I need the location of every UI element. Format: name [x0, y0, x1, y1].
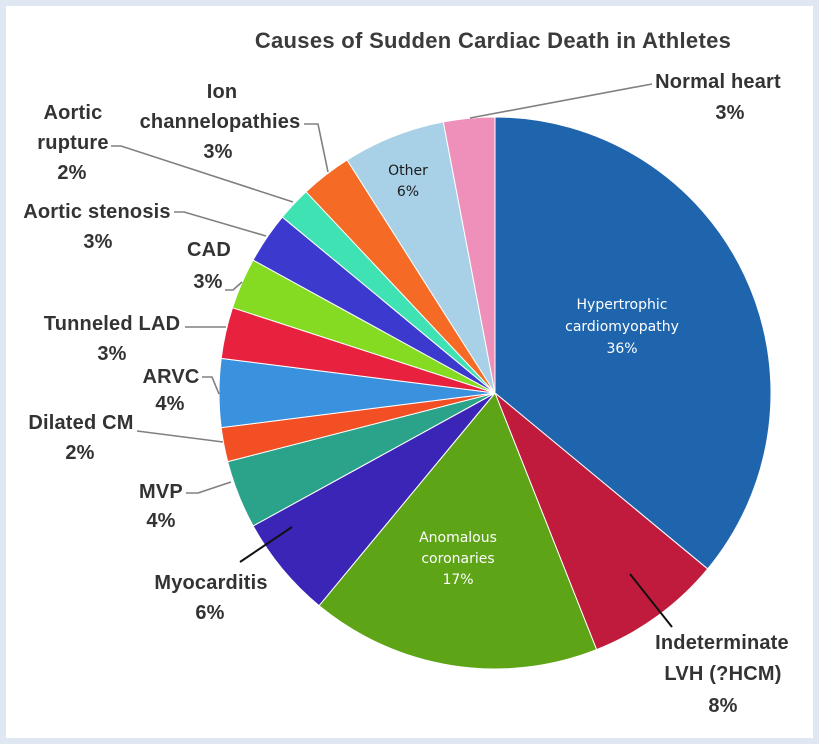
- label-tunneled-lad-pct: 3%: [97, 343, 126, 365]
- label-indeterminate-lvh-line2: LVH (?HCM): [664, 663, 781, 685]
- label-myocarditis-pct: 6%: [195, 602, 224, 624]
- slice-hypertrophic-cardiomyopathy: [494, 116, 772, 570]
- leader-dilated-cm: [136, 430, 224, 443]
- label-normal-heart: Normal heart: [655, 71, 781, 93]
- label-dilated-cm-pct: 2%: [65, 442, 94, 464]
- leader-normal-heart: [469, 83, 653, 119]
- leader-cad: [225, 281, 243, 291]
- leader-ion-channelopathies: [304, 123, 329, 173]
- slice-indeterminate-lvh-hcm: [494, 392, 709, 651]
- label-aortic-stenosis-pct: 3%: [83, 231, 112, 253]
- label-ion-channelopathies-line2: channelopathies: [140, 111, 301, 133]
- leader-mvp: [186, 481, 232, 494]
- leader-myocarditis: [239, 526, 293, 563]
- leader-aortic-stenosis: [174, 211, 267, 237]
- label-ion-channelopathies-pct: 3%: [203, 141, 232, 163]
- label-anomalous-coronaries-line2: coronaries: [421, 551, 494, 567]
- label-dilated-cm: Dilated CM: [28, 412, 133, 434]
- label-indeterminate-lvh-line1: Indeterminate: [655, 632, 789, 654]
- slice-anomalous-coronaries: [318, 392, 598, 670]
- label-myocarditis: Myocarditis: [154, 572, 267, 594]
- slice-normal-heart: [442, 116, 496, 394]
- label-arvc-pct: 4%: [155, 393, 184, 415]
- label-aortic-rupture-pct: 2%: [57, 162, 86, 184]
- label-tunneled-lad: Tunneled LAD: [44, 313, 180, 335]
- leader-arvc: [202, 376, 220, 395]
- label-hypertrophic-cardiomyopathy-pct: 36%: [606, 341, 637, 357]
- label-mvp: MVP: [139, 481, 183, 503]
- label-aortic-stenosis: Aortic stenosis: [23, 201, 170, 223]
- label-aortic-rupture-line2: rupture: [37, 132, 108, 154]
- label-arvc: ARVC: [142, 366, 199, 388]
- label-cad: CAD: [187, 239, 231, 261]
- pie-slices: [218, 116, 772, 670]
- label-other-pct: 6%: [397, 184, 419, 200]
- chart-title: Causes of Sudden Cardiac Death in Athlet…: [255, 28, 731, 53]
- label-hypertrophic-cardiomyopathy-line1: Hypertrophic: [577, 297, 668, 313]
- label-normal-heart-pct: 3%: [715, 102, 744, 124]
- label-mvp-pct: 4%: [146, 510, 175, 532]
- label-cad-pct: 3%: [193, 271, 222, 293]
- label-anomalous-coronaries-pct: 17%: [442, 572, 473, 588]
- leader-indeterminate-lvh: [629, 573, 673, 628]
- label-other: Other: [388, 163, 428, 179]
- label-hypertrophic-cardiomyopathy-line2: cardiomyopathy: [565, 319, 679, 335]
- label-indeterminate-lvh-pct: 8%: [708, 695, 737, 717]
- label-ion-channelopathies-line1: Ion: [207, 81, 238, 103]
- label-anomalous-coronaries-line1: Anomalous: [419, 530, 497, 546]
- label-aortic-rupture-line1: Aortic: [44, 102, 103, 124]
- leader-aortic-rupture: [111, 145, 294, 203]
